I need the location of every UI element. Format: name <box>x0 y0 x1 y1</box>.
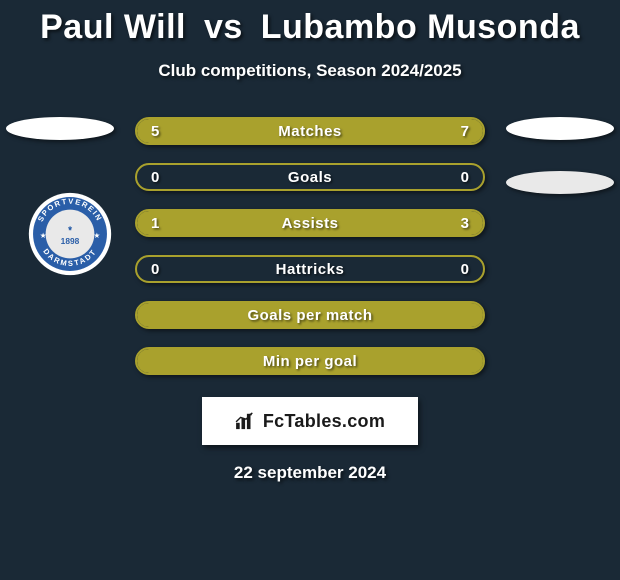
stat-row: Goals per match <box>135 301 485 329</box>
player2-name: Lubambo Musonda <box>261 8 580 46</box>
stat-value-right: 0 <box>425 169 483 186</box>
player2-club-placeholder <box>506 171 614 194</box>
svg-text:★: ★ <box>93 231 100 240</box>
player1-club-badge: SPORTVEREIN DARMSTADT ⚜ 1898 ★ ★ <box>28 192 112 276</box>
stat-value-left: 5 <box>137 123 195 140</box>
brand-text: FcTables.com <box>263 411 385 432</box>
stat-value-left: 0 <box>137 261 195 278</box>
stat-value-left: 0 <box>137 169 195 186</box>
player1-photo-placeholder <box>6 117 114 140</box>
svg-text:⚜: ⚜ <box>67 226 72 233</box>
svg-text:1898: 1898 <box>61 236 80 246</box>
stat-rows: 5Matches70Goals01Assists30Hattricks0Goal… <box>135 117 485 375</box>
comparison-title: Paul Will vs Lubambo Musonda <box>0 8 620 47</box>
stat-row: 5Matches7 <box>135 117 485 145</box>
footer-date: 22 september 2024 <box>0 463 620 483</box>
stat-row: 0Hattricks0 <box>135 255 485 283</box>
brand-box: FcTables.com <box>202 397 418 445</box>
stat-label: Goals <box>195 169 425 186</box>
stat-label: Matches <box>195 123 425 140</box>
stat-label: Goals per match <box>195 307 425 324</box>
stat-label: Assists <box>195 215 425 232</box>
stat-row: 0Goals0 <box>135 163 485 191</box>
infographic-container: Paul Will vs Lubambo Musonda Club compet… <box>0 0 620 483</box>
stat-value-left: 1 <box>137 215 195 232</box>
subtitle: Club competitions, Season 2024/2025 <box>0 61 620 81</box>
svg-text:★: ★ <box>40 231 47 240</box>
player1-name: Paul Will <box>40 8 186 46</box>
stat-label: Min per goal <box>195 353 425 370</box>
stat-row: 1Assists3 <box>135 209 485 237</box>
stat-row: Min per goal <box>135 347 485 375</box>
stat-value-right: 7 <box>425 123 483 140</box>
stats-zone: SPORTVEREIN DARMSTADT ⚜ 1898 ★ ★ 5Matche… <box>0 117 620 375</box>
chart-icon <box>235 412 257 430</box>
stat-value-right: 0 <box>425 261 483 278</box>
player2-photo-placeholder <box>506 117 614 140</box>
vs-separator: vs <box>204 8 243 46</box>
stat-value-right: 3 <box>425 215 483 232</box>
stat-label: Hattricks <box>195 261 425 278</box>
